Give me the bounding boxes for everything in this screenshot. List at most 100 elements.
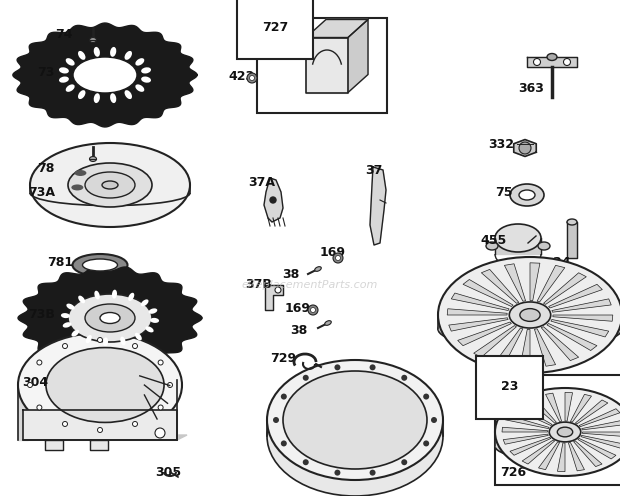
Polygon shape: [553, 315, 613, 321]
Circle shape: [303, 375, 309, 381]
Text: 169: 169: [320, 246, 346, 258]
Polygon shape: [575, 400, 608, 424]
Text: 73A: 73A: [28, 186, 55, 198]
Ellipse shape: [135, 333, 142, 340]
Circle shape: [334, 365, 340, 371]
Circle shape: [401, 375, 407, 381]
Ellipse shape: [141, 67, 151, 73]
Polygon shape: [546, 393, 562, 422]
Polygon shape: [544, 273, 587, 305]
Polygon shape: [547, 323, 597, 351]
Circle shape: [423, 440, 429, 446]
Ellipse shape: [557, 427, 573, 437]
Polygon shape: [505, 264, 526, 301]
Ellipse shape: [283, 371, 427, 469]
Polygon shape: [577, 399, 611, 424]
Polygon shape: [23, 410, 177, 440]
Circle shape: [97, 428, 102, 433]
Polygon shape: [582, 432, 620, 437]
Polygon shape: [503, 434, 548, 444]
Polygon shape: [23, 435, 187, 440]
Circle shape: [97, 337, 102, 343]
Text: 781: 781: [47, 255, 73, 268]
Polygon shape: [583, 420, 620, 431]
Polygon shape: [474, 326, 516, 357]
Polygon shape: [571, 393, 596, 421]
Polygon shape: [551, 319, 609, 337]
Polygon shape: [495, 432, 620, 446]
Circle shape: [533, 59, 541, 65]
Ellipse shape: [68, 163, 152, 207]
Text: 74: 74: [55, 28, 73, 42]
Ellipse shape: [71, 330, 79, 337]
Text: 305: 305: [155, 466, 181, 479]
Polygon shape: [445, 306, 505, 315]
Ellipse shape: [495, 431, 620, 461]
Polygon shape: [306, 19, 368, 38]
Ellipse shape: [82, 259, 118, 271]
Text: 726: 726: [500, 466, 526, 479]
Ellipse shape: [110, 93, 117, 103]
Ellipse shape: [567, 219, 577, 225]
Polygon shape: [267, 420, 443, 436]
Polygon shape: [522, 440, 555, 464]
Ellipse shape: [59, 67, 69, 73]
Circle shape: [158, 360, 163, 365]
Polygon shape: [504, 413, 547, 428]
Polygon shape: [18, 267, 202, 369]
Ellipse shape: [94, 291, 100, 300]
Polygon shape: [264, 178, 283, 222]
Polygon shape: [565, 392, 572, 421]
Polygon shape: [306, 38, 348, 92]
Polygon shape: [534, 329, 556, 366]
Ellipse shape: [509, 302, 551, 328]
Polygon shape: [581, 408, 620, 427]
Ellipse shape: [46, 348, 164, 423]
Polygon shape: [557, 443, 565, 472]
Ellipse shape: [112, 290, 117, 299]
Text: 37B: 37B: [245, 278, 272, 292]
Text: 23: 23: [501, 380, 518, 393]
Ellipse shape: [78, 296, 85, 303]
Ellipse shape: [68, 294, 152, 342]
Circle shape: [247, 73, 257, 83]
Text: 363: 363: [518, 81, 544, 95]
Polygon shape: [454, 322, 509, 346]
Polygon shape: [582, 420, 620, 430]
Polygon shape: [584, 432, 620, 439]
Polygon shape: [549, 284, 603, 308]
Ellipse shape: [74, 170, 86, 176]
Ellipse shape: [141, 300, 149, 306]
Ellipse shape: [102, 181, 118, 189]
Polygon shape: [567, 222, 577, 258]
Ellipse shape: [135, 58, 144, 65]
Polygon shape: [507, 437, 549, 456]
Ellipse shape: [438, 257, 620, 373]
Text: 332: 332: [488, 138, 514, 151]
Text: 73: 73: [37, 65, 55, 78]
Ellipse shape: [486, 242, 498, 250]
Polygon shape: [513, 403, 551, 425]
Text: 37A: 37A: [248, 177, 275, 189]
Ellipse shape: [100, 312, 120, 323]
Circle shape: [564, 59, 570, 65]
Polygon shape: [495, 328, 523, 365]
Polygon shape: [500, 425, 546, 432]
Ellipse shape: [438, 309, 620, 349]
Circle shape: [333, 253, 343, 263]
Text: 75: 75: [495, 186, 513, 199]
Ellipse shape: [86, 335, 92, 343]
Ellipse shape: [125, 90, 132, 99]
Polygon shape: [578, 439, 617, 461]
Polygon shape: [554, 299, 614, 313]
Polygon shape: [530, 262, 545, 299]
Ellipse shape: [85, 304, 135, 332]
Ellipse shape: [30, 143, 190, 227]
Polygon shape: [505, 415, 549, 429]
Ellipse shape: [78, 51, 86, 60]
Ellipse shape: [538, 242, 550, 250]
Circle shape: [311, 308, 316, 312]
Polygon shape: [514, 405, 552, 426]
Circle shape: [431, 417, 437, 423]
Polygon shape: [552, 299, 611, 312]
